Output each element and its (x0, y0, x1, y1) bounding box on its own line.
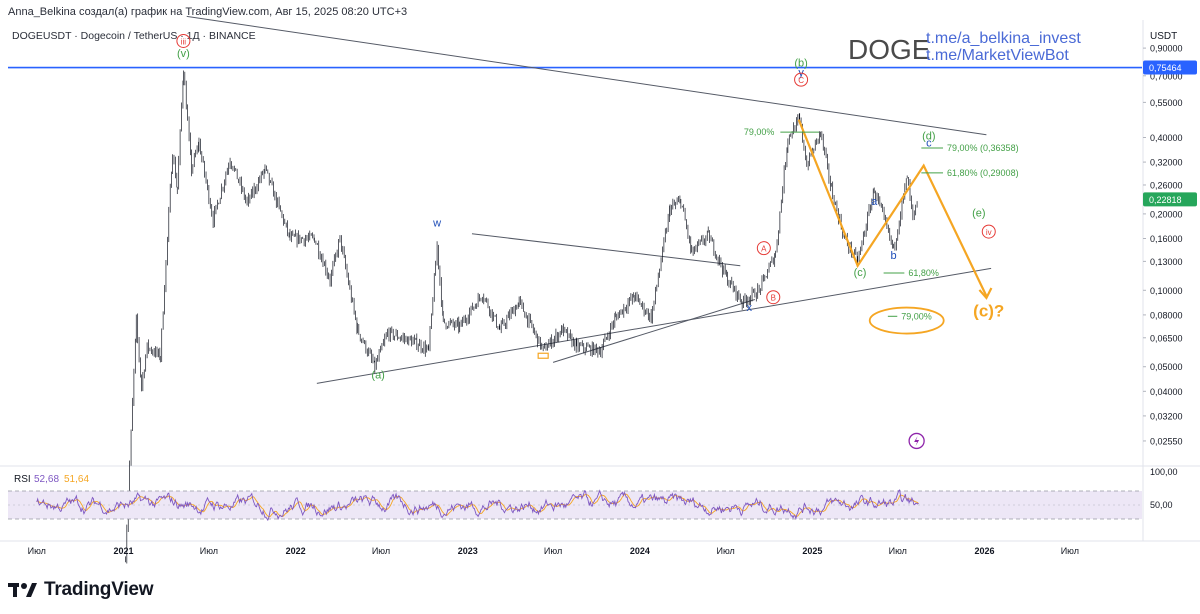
y-tick-label: 0,08000 (1150, 310, 1183, 320)
wave-label: (a) (371, 369, 384, 381)
tradingview-wordmark: TradingView (44, 579, 154, 600)
watermark-ticker: DOGE (848, 34, 931, 65)
y-tick-label: 0,13000 (1150, 257, 1183, 267)
lightning-bolt (914, 435, 920, 446)
rsi-title: RSI (14, 474, 31, 485)
wave-label-circle (756, 241, 771, 256)
tradingview-logo-icon (8, 583, 37, 597)
telegram-link-1: t.me/a_belkina_invest (926, 30, 1081, 47)
y-tick-label: 0,20000 (1150, 209, 1183, 219)
wave-label: c (926, 138, 932, 150)
wave-label: (c)? (973, 301, 1004, 320)
y-tick-label: 0,55000 (1150, 98, 1183, 108)
tradingview-brand[interactable]: TradingView (8, 577, 154, 603)
x-tick-label: Июл (1061, 546, 1079, 556)
resistance-price-label: 0,75464 (1149, 63, 1182, 73)
last-price-label: 0,22818 (1149, 195, 1182, 205)
y-tick-label: 0,32000 (1150, 158, 1183, 168)
y-tick-label: 0,10000 (1150, 286, 1183, 296)
x-tick-label: 2024 (630, 546, 650, 556)
wave-label: x (746, 302, 752, 314)
y-tick-label: 0,04000 (1150, 387, 1183, 397)
wave-label: (b) (794, 58, 807, 70)
fib-level-label: 61,80% (908, 268, 939, 278)
x-tick-label: 2026 (974, 546, 994, 556)
fib-level-label: 61,80% (0,29008) (947, 168, 1019, 178)
rsi-line (36, 489, 919, 522)
wave-label: b (890, 250, 896, 262)
rsi-tick-label: 50,00 (1150, 500, 1173, 510)
projection-path (797, 119, 988, 297)
wave-label: C (798, 76, 804, 85)
lightning-icon (908, 432, 925, 450)
rsi-value: 52,68 (34, 474, 59, 485)
currency-label: USDT (1150, 31, 1177, 42)
x-tick-label: 2021 (114, 546, 134, 556)
wave-label: A (761, 245, 767, 254)
y-tick-label: 0,90000 (1150, 44, 1183, 54)
rsi-tick-label: 100,00 (1150, 467, 1178, 477)
x-tick-label: Июл (544, 546, 562, 556)
trendline-rising-2023 (552, 299, 756, 363)
wave-label: (v) (177, 48, 190, 60)
x-tick-label: 2025 (802, 546, 822, 556)
x-tick-label: Июл (372, 546, 390, 556)
telegram-link-2: t.me/MarketViewBot (926, 47, 1069, 64)
wave-label-circle (766, 290, 781, 305)
fib-level-label: 79,00% (0,36358) (947, 143, 1019, 153)
y-tick-label: 0,16000 (1150, 234, 1183, 244)
x-tick-label: 2023 (458, 546, 478, 556)
y-tick-label: 0,70000 (1150, 71, 1183, 81)
wave-label: (e) (972, 208, 985, 220)
y-tick-label: 0,05000 (1150, 362, 1183, 372)
y-tick-label: 0,06500 (1150, 333, 1183, 343)
wave-label: B (771, 294, 776, 303)
wave-label: (d) (922, 131, 935, 143)
fib-level-label: 79,00% (744, 127, 775, 137)
x-tick-label: Июл (889, 546, 907, 556)
wave-label: iii (181, 37, 187, 46)
y-tick-label: 0,03200 (1150, 411, 1183, 421)
last-price-badge (1143, 192, 1197, 207)
chart-author-line: Anna_Belkina создал(а) график на Trading… (8, 6, 408, 18)
y-tick-label: 0,26000 (1150, 180, 1183, 190)
y-tick-label: 0,02550 (1150, 436, 1183, 446)
target-zone-oval (868, 306, 945, 335)
low-marker (537, 352, 549, 359)
resistance-price-badge (1143, 60, 1197, 75)
x-tick-label: Июл (717, 546, 735, 556)
symbol-info[interactable]: DOGEUSDT · Dogecoin / TetherUS · 1Д · BI… (12, 30, 256, 42)
wave-label-circle (794, 72, 809, 87)
wave-label-circle (176, 33, 191, 48)
watermark-links: t.me/a_belkina_invest t.me/MarketViewBot (926, 30, 1081, 64)
x-tick-label: Июл (28, 546, 46, 556)
wave-label-circle (981, 224, 996, 239)
trendline-lower-support (316, 267, 992, 384)
wave-label: w (432, 218, 441, 230)
trendline-descending-2023 (471, 233, 741, 267)
trendline-upper-resistance (186, 15, 987, 136)
x-tick-label: 2022 (286, 546, 306, 556)
wave-label: a (871, 196, 878, 208)
wave-label: (c) (854, 267, 867, 279)
x-tick-label: Июл (200, 546, 218, 556)
wave-label: iv (986, 228, 992, 237)
projection-arrowhead (978, 287, 993, 300)
fib-level-label: 79,00% (901, 311, 932, 321)
rsi-ma-value: 51,64 (64, 474, 89, 485)
y-tick-label: 0,40000 (1150, 133, 1183, 143)
